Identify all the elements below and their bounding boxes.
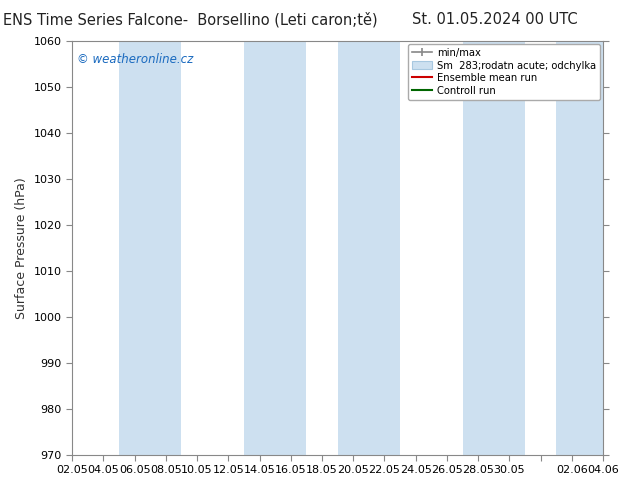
- Text: ENS Time Series Falcone-  Borsellino (Leti caron;tě): ENS Time Series Falcone- Borsellino (Let…: [3, 12, 377, 28]
- Y-axis label: Surface Pressure (hPa): Surface Pressure (hPa): [15, 177, 28, 318]
- Bar: [119, 41, 181, 455]
- Bar: [556, 41, 619, 455]
- Bar: [244, 41, 306, 455]
- Legend: min/max, Sm  283;rodatn acute; odchylka, Ensemble mean run, Controll run: min/max, Sm 283;rodatn acute; odchylka, …: [408, 44, 600, 99]
- Text: © weatheronline.cz: © weatheronline.cz: [77, 53, 193, 67]
- Bar: [463, 41, 525, 455]
- Text: St. 01.05.2024 00 UTC: St. 01.05.2024 00 UTC: [411, 12, 578, 27]
- Bar: [338, 41, 400, 455]
